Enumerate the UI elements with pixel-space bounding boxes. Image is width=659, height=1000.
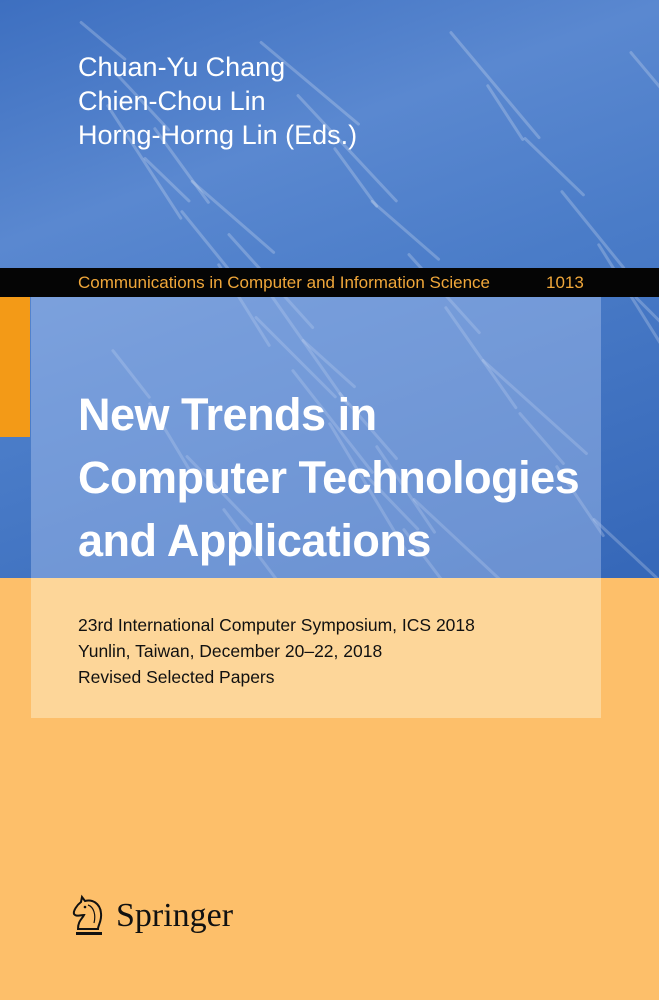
background-streak [190, 179, 276, 255]
subtitle-box [31, 578, 601, 718]
springer-horse-icon [72, 894, 103, 935]
background-streak [628, 50, 659, 145]
series-name: Communications in Computer and Informati… [78, 273, 490, 292]
editor-name: Chuan-Yu Chang [78, 52, 286, 82]
title-line: Computer Technologies [78, 452, 580, 503]
background-streak [179, 209, 234, 275]
background-streak [370, 199, 441, 262]
publisher-name: Springer [116, 897, 234, 934]
book-title: New Trends in Computer Technologies and … [78, 383, 580, 572]
background-streak [559, 189, 626, 270]
publisher-logo: Springer [70, 893, 233, 939]
background-streak [522, 136, 586, 197]
background-streak [591, 517, 659, 578]
subtitle-line: Yunlin, Taiwan, December 20–22, 2018 [78, 641, 383, 661]
title-overlay [31, 297, 601, 578]
series-band: Communications in Computer and Informati… [0, 268, 659, 297]
editor-name: Horng-Horng Lin (Eds.) [78, 120, 358, 150]
editors: Chuan-Yu Chang Chien-Chou Lin Horng-Horn… [78, 50, 357, 152]
subtitle-line: 23rd International Computer Symposium, I… [78, 615, 475, 635]
series-volume: 1013 [546, 273, 584, 292]
book-subtitle: 23rd International Computer Symposium, I… [78, 612, 475, 690]
editor-name: Chien-Chou Lin [78, 86, 266, 116]
subtitle-line: Revised Selected Papers [78, 667, 275, 687]
title-line: and Applications [78, 515, 431, 566]
accent-tab [0, 297, 30, 437]
title-line: New Trends in [78, 389, 377, 440]
background-streak [448, 30, 542, 140]
